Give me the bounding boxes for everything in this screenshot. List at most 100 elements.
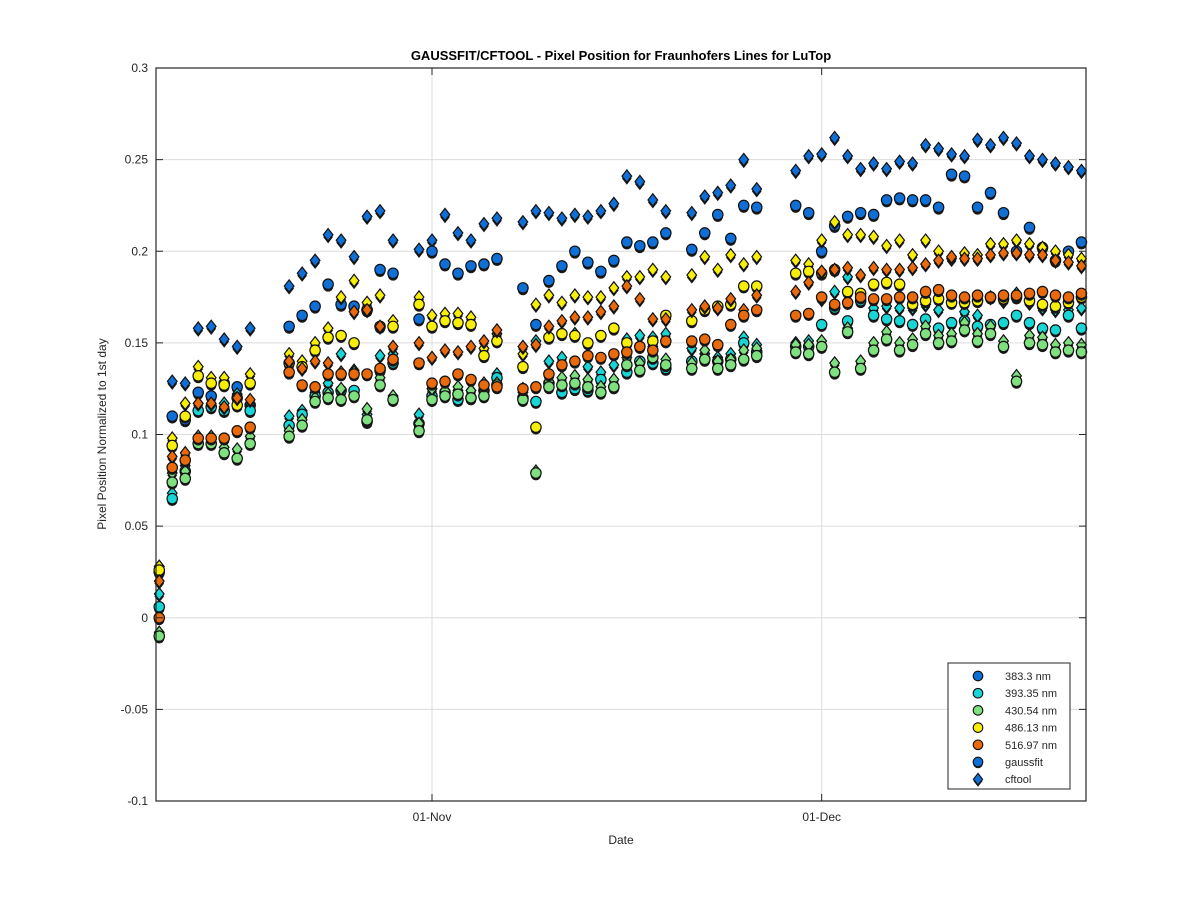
cftool-point [894, 233, 906, 248]
cftool-point [309, 354, 321, 369]
cftool-point [465, 339, 477, 354]
cftool-point [1075, 300, 1088, 316]
cftool-point [374, 203, 386, 219]
cftool-point [621, 278, 633, 294]
cftool-point [205, 396, 217, 411]
gaussfit-point [685, 362, 698, 375]
gaussfit-point [283, 366, 295, 378]
gaussfit-point [452, 368, 464, 380]
cftool-point [855, 267, 867, 283]
gaussfit-point [867, 208, 880, 221]
gaussfit-point [945, 335, 958, 347]
cftool-point [868, 229, 880, 244]
gaussfit-point [374, 379, 386, 391]
gaussfit-point [750, 201, 763, 214]
cftool-point [842, 148, 854, 164]
gaussfit-point [361, 414, 373, 426]
legend-label: gaussfit [1005, 757, 1043, 769]
gaussfit-point [556, 379, 568, 391]
cftool-point [608, 299, 620, 314]
cftool-point [556, 295, 568, 310]
cftool-point [361, 302, 373, 318]
legend-label: cftool [1005, 774, 1031, 786]
gaussfit-point [880, 194, 893, 206]
gaussfit-point [789, 346, 802, 358]
cftool-point [660, 203, 672, 219]
gaussfit-point [582, 381, 594, 393]
gaussfit-point [984, 186, 997, 199]
cftool-point [322, 227, 334, 242]
cftool-point [699, 189, 711, 204]
cftool-point [465, 233, 477, 248]
gaussfit-point [958, 291, 971, 303]
cftool-point [569, 310, 581, 325]
gaussfit-point [335, 329, 347, 342]
gaussfit-point [750, 304, 763, 316]
cftool-point [335, 233, 347, 248]
gaussfit-point [828, 366, 841, 378]
gaussfit-point [815, 340, 828, 353]
gaussfit-point [1075, 322, 1088, 335]
gaussfit-point [595, 329, 607, 342]
gaussfit-point [621, 359, 633, 371]
gaussfit-point [660, 359, 672, 371]
cftool-point [543, 205, 555, 220]
gaussfit-point [997, 289, 1010, 302]
cftool-point [660, 311, 672, 327]
gaussfit-point [1062, 291, 1075, 303]
cftool-point [894, 262, 906, 277]
gaussfit-point [426, 245, 438, 258]
gaussfit-point [634, 239, 646, 252]
gaussfit-point [296, 419, 308, 432]
gaussfit-point [932, 201, 945, 214]
gaussfit-point [348, 368, 360, 380]
gaussfit-point [1036, 298, 1049, 311]
cftool-point [439, 207, 451, 222]
gaussfit-point [231, 452, 243, 465]
cftool-point [712, 300, 724, 316]
cftool-point [608, 280, 620, 296]
gaussfit-point [945, 316, 958, 329]
gaussfit-point [660, 335, 672, 347]
gaussfit-point [880, 276, 893, 289]
cftool-point [1049, 253, 1062, 268]
gaussfit-point [166, 439, 179, 452]
cftool-point [738, 152, 750, 167]
gaussfit-point [205, 377, 218, 389]
gaussfit-point [413, 425, 425, 437]
gaussfit-point [413, 298, 425, 311]
gaussfit-point [582, 256, 594, 269]
gaussfit-point [971, 201, 984, 214]
cftool-point [881, 161, 893, 176]
gaussfit-point [543, 381, 555, 393]
gaussfit-point [387, 320, 399, 333]
gaussfit-point [582, 337, 594, 349]
cftool-point [192, 396, 204, 411]
cftool-point [595, 289, 607, 305]
legend-items: 383.3 nm 393.35 nm 430.54 nm 486.13 nm 516.9… [972, 670, 1057, 787]
legend-marker-3 [972, 722, 984, 733]
gaussfit-point [997, 206, 1010, 219]
gaussfit-point [192, 386, 205, 399]
gaussfit-point [465, 260, 477, 272]
cftool-point [296, 266, 308, 281]
cftool-point [790, 253, 802, 268]
cftool-point [595, 203, 607, 219]
cftool-point [452, 344, 464, 360]
legend-label: 393.35 nm [1005, 688, 1057, 700]
cftool-point [231, 390, 243, 406]
gaussfit-point [166, 410, 179, 422]
gaussfit-point [815, 291, 828, 303]
gaussfit-point [867, 278, 880, 291]
gaussfit-point [958, 170, 971, 182]
cftool-point [543, 319, 555, 334]
cftool-point [803, 148, 815, 164]
gaussfit-point [854, 362, 867, 375]
gaussfit-point [1010, 309, 1023, 322]
cftool-point [1075, 163, 1088, 178]
x-axis-label: Date [608, 833, 634, 847]
y-axis-label: Pixel Position Normalized to 1st day [95, 338, 109, 529]
gaussfit-point [387, 353, 399, 366]
gaussfit-point [192, 432, 205, 444]
